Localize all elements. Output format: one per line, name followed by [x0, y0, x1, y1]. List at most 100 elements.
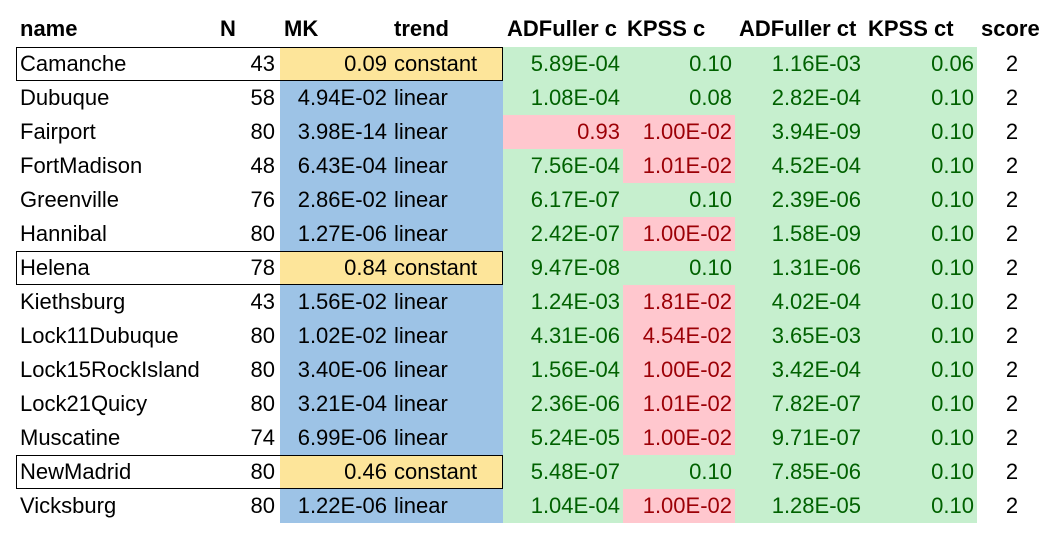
cell-adf-ct[interactable]: 2.39E-06: [735, 183, 864, 217]
cell-adf-ct[interactable]: 1.31E-06: [735, 251, 864, 285]
cell-mk[interactable]: 0.09: [280, 47, 390, 81]
cell-kpss-c[interactable]: 1.00E-02: [623, 353, 735, 387]
cell-score[interactable]: 2: [1005, 221, 1019, 246]
cell-adf-ct[interactable]: 1.58E-09: [735, 217, 864, 251]
cell-adf-ct[interactable]: 7.82E-07: [735, 387, 864, 421]
cell-name[interactable]: Helena: [20, 255, 90, 280]
cell-adf-ct[interactable]: 9.71E-07: [735, 421, 864, 455]
cell-kpss-c[interactable]: 0.10: [623, 183, 735, 217]
cell-adf-ct[interactable]: 1.16E-03: [735, 47, 864, 81]
cell-trend[interactable]: constant: [390, 455, 503, 489]
cell-score[interactable]: 2: [1005, 357, 1019, 382]
cell-n[interactable]: 74: [250, 425, 275, 450]
cell-trend[interactable]: constant: [390, 251, 503, 285]
cell-score[interactable]: 2: [1005, 85, 1019, 110]
cell-trend[interactable]: linear: [390, 421, 503, 455]
cell-adf-c[interactable]: 1.08E-04: [503, 81, 623, 115]
cell-mk[interactable]: 1.27E-06: [280, 217, 390, 251]
cell-n[interactable]: 80: [250, 357, 275, 382]
cell-trend[interactable]: linear: [390, 387, 503, 421]
cell-trend[interactable]: linear: [390, 217, 503, 251]
cell-mk[interactable]: 3.40E-06: [280, 353, 390, 387]
cell-kpss-c[interactable]: 1.01E-02: [623, 149, 735, 183]
cell-n[interactable]: 48: [250, 153, 275, 178]
cell-kpss-ct[interactable]: 0.10: [864, 217, 977, 251]
cell-score[interactable]: 2: [1005, 187, 1019, 212]
cell-kpss-c[interactable]: 0.08: [623, 81, 735, 115]
cell-n[interactable]: 58: [250, 85, 275, 110]
cell-adf-c[interactable]: 5.24E-05: [503, 421, 623, 455]
cell-n[interactable]: 80: [250, 493, 275, 518]
cell-adf-c[interactable]: 5.48E-07: [503, 455, 623, 489]
cell-score[interactable]: 2: [1005, 51, 1019, 76]
cell-name[interactable]: Kiethsburg: [20, 289, 126, 314]
cell-adf-ct[interactable]: 4.02E-04: [735, 285, 864, 319]
cell-name[interactable]: Greenville: [20, 187, 120, 212]
header-kpss-c[interactable]: KPSS c: [627, 16, 706, 41]
cell-name[interactable]: Dubuque: [20, 85, 110, 110]
cell-trend[interactable]: linear: [390, 115, 503, 149]
cell-mk[interactable]: 3.98E-14: [280, 115, 390, 149]
cell-mk[interactable]: 1.56E-02: [280, 285, 390, 319]
cell-trend[interactable]: linear: [390, 489, 503, 523]
cell-adf-ct[interactable]: 1.28E-05: [735, 489, 864, 523]
cell-adf-c[interactable]: 6.17E-07: [503, 183, 623, 217]
cell-name[interactable]: Hannibal: [20, 221, 107, 246]
cell-name[interactable]: Vicksburg: [20, 493, 117, 518]
cell-kpss-c[interactable]: 1.00E-02: [623, 115, 735, 149]
header-adfuller-c[interactable]: ADFuller c: [507, 16, 618, 41]
cell-mk[interactable]: 2.86E-02: [280, 183, 390, 217]
cell-name[interactable]: Lock21Quicy: [20, 391, 148, 416]
cell-adf-c[interactable]: 1.04E-04: [503, 489, 623, 523]
cell-score[interactable]: 2: [1005, 493, 1019, 518]
cell-trend[interactable]: constant: [390, 47, 503, 81]
cell-mk[interactable]: 6.99E-06: [280, 421, 390, 455]
cell-adf-c[interactable]: 7.56E-04: [503, 149, 623, 183]
cell-name[interactable]: FortMadison: [20, 153, 143, 178]
cell-score[interactable]: 2: [1005, 289, 1019, 314]
cell-name[interactable]: Muscatine: [20, 425, 121, 450]
cell-adf-c[interactable]: 2.36E-06: [503, 387, 623, 421]
cell-adf-c[interactable]: 4.31E-06: [503, 319, 623, 353]
cell-kpss-ct[interactable]: 0.10: [864, 285, 977, 319]
cell-kpss-c[interactable]: 1.81E-02: [623, 285, 735, 319]
cell-kpss-ct[interactable]: 0.10: [864, 353, 977, 387]
cell-adf-c[interactable]: 5.89E-04: [503, 47, 623, 81]
cell-kpss-ct[interactable]: 0.10: [864, 421, 977, 455]
header-score[interactable]: score: [981, 16, 1040, 41]
cell-n[interactable]: 80: [250, 459, 275, 484]
cell-kpss-ct[interactable]: 0.10: [864, 251, 977, 285]
cell-name[interactable]: Lock15RockIsland: [20, 357, 200, 382]
cell-score[interactable]: 2: [1005, 255, 1019, 280]
cell-kpss-c[interactable]: 0.10: [623, 47, 735, 81]
cell-n[interactable]: 43: [250, 51, 275, 76]
cell-score[interactable]: 2: [1005, 459, 1019, 484]
cell-trend[interactable]: linear: [390, 81, 503, 115]
cell-score[interactable]: 2: [1005, 425, 1019, 450]
cell-trend[interactable]: linear: [390, 319, 503, 353]
cell-kpss-c[interactable]: 1.01E-02: [623, 387, 735, 421]
cell-kpss-ct[interactable]: 0.10: [864, 387, 977, 421]
cell-name[interactable]: Fairport: [20, 119, 96, 144]
cell-kpss-c[interactable]: 0.10: [623, 455, 735, 489]
cell-kpss-c[interactable]: 1.00E-02: [623, 489, 735, 523]
header-trend[interactable]: trend: [394, 16, 449, 41]
cell-mk[interactable]: 3.21E-04: [280, 387, 390, 421]
cell-n[interactable]: 80: [250, 119, 275, 144]
cell-n[interactable]: 78: [250, 255, 275, 280]
cell-adf-c[interactable]: 0.93: [503, 115, 623, 149]
cell-adf-c[interactable]: 1.56E-04: [503, 353, 623, 387]
cell-adf-c[interactable]: 2.42E-07: [503, 217, 623, 251]
cell-kpss-ct[interactable]: 0.10: [864, 455, 977, 489]
cell-kpss-ct[interactable]: 0.10: [864, 115, 977, 149]
cell-adf-ct[interactable]: 7.85E-06: [735, 455, 864, 489]
header-name[interactable]: name: [20, 16, 78, 41]
header-n[interactable]: N: [220, 16, 236, 41]
cell-kpss-ct[interactable]: 0.10: [864, 183, 977, 217]
cell-name[interactable]: Lock11Dubuque: [20, 323, 179, 348]
cell-n[interactable]: 80: [250, 391, 275, 416]
cell-kpss-ct[interactable]: 0.10: [864, 319, 977, 353]
cell-adf-c[interactable]: 1.24E-03: [503, 285, 623, 319]
cell-kpss-ct[interactable]: 0.10: [864, 81, 977, 115]
cell-trend[interactable]: linear: [390, 183, 503, 217]
